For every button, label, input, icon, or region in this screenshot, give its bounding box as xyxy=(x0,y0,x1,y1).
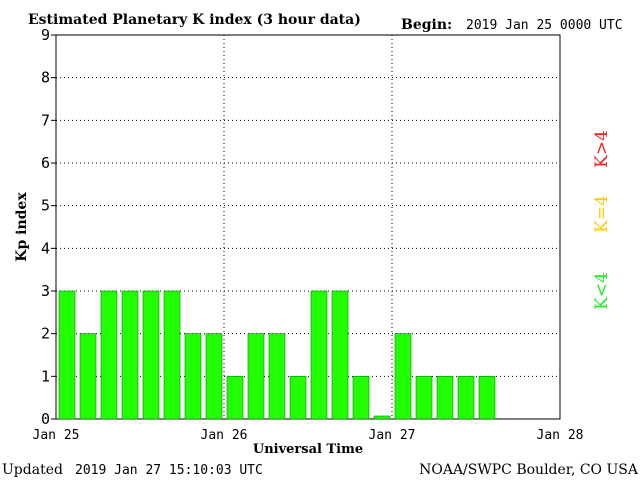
source-credit: NOAA/SWPC Boulder, CO USA xyxy=(419,462,639,478)
kp-bar xyxy=(415,376,433,420)
kp-bar xyxy=(331,290,349,420)
legend-k-less-4: K<4 xyxy=(592,272,612,310)
y-tick-label: 7 xyxy=(41,111,50,129)
kp-bar xyxy=(310,290,328,420)
x-axis-label: Universal Time xyxy=(253,442,363,457)
y-tick-label: 5 xyxy=(41,197,50,215)
bar-layer xyxy=(58,290,496,420)
y-tick-label: 8 xyxy=(41,69,50,87)
kp-bar xyxy=(436,376,454,420)
kp-bar xyxy=(373,415,391,420)
kp-bar xyxy=(121,290,139,420)
grid-layer xyxy=(56,35,560,419)
x-tick-label: Jan 25 xyxy=(33,428,80,443)
kp-bar xyxy=(205,333,223,420)
begin-label: Begin: xyxy=(401,17,452,33)
kp-bar xyxy=(79,333,97,420)
x-tick-label: Jan 28 xyxy=(537,428,584,443)
kp-bar xyxy=(163,290,181,420)
chart-title: Estimated Planetary K index (3 hour data… xyxy=(28,12,361,28)
y-tick-label: 1 xyxy=(41,367,50,385)
kp-bar xyxy=(58,290,76,420)
kp-bar xyxy=(289,376,307,420)
x-tick-label: Jan 26 xyxy=(201,428,248,443)
y-tick-layer: 0 1 2 3 4 5 6 7 8 9 xyxy=(41,26,56,428)
plot-frame xyxy=(55,34,561,420)
x-tick-layer: Jan 25 Jan 26 Jan 27 Jan 28 xyxy=(33,428,584,443)
y-axis-label: Kp index xyxy=(14,192,30,262)
legend-k-equal-4: K=4 xyxy=(592,195,612,233)
kp-bar xyxy=(184,333,202,420)
kp-bar xyxy=(247,333,265,420)
y-tick-label: 6 xyxy=(41,154,50,172)
kp-bar xyxy=(394,333,412,420)
y-tick-label: 3 xyxy=(41,282,50,300)
kp-bar xyxy=(226,376,244,420)
kp-bar xyxy=(457,376,475,420)
y-tick-label: 0 xyxy=(41,410,50,428)
kp-bar xyxy=(100,290,118,420)
y-tick-label: 4 xyxy=(41,239,50,257)
kp-bar xyxy=(268,333,286,420)
updated-label: Updated xyxy=(2,462,63,478)
legend-k-greater-4: K>4 xyxy=(592,130,612,168)
x-tick-label: Jan 27 xyxy=(369,428,416,443)
kp-bar xyxy=(142,290,160,420)
updated-value: 2019 Jan 27 15:10:03 UTC xyxy=(75,463,263,478)
y-tick-label: 9 xyxy=(41,26,50,44)
kp-bar xyxy=(478,376,496,420)
begin-value: 2019 Jan 25 0000 UTC xyxy=(466,18,623,33)
kp-bar xyxy=(352,376,370,420)
y-tick-label: 2 xyxy=(41,325,50,343)
